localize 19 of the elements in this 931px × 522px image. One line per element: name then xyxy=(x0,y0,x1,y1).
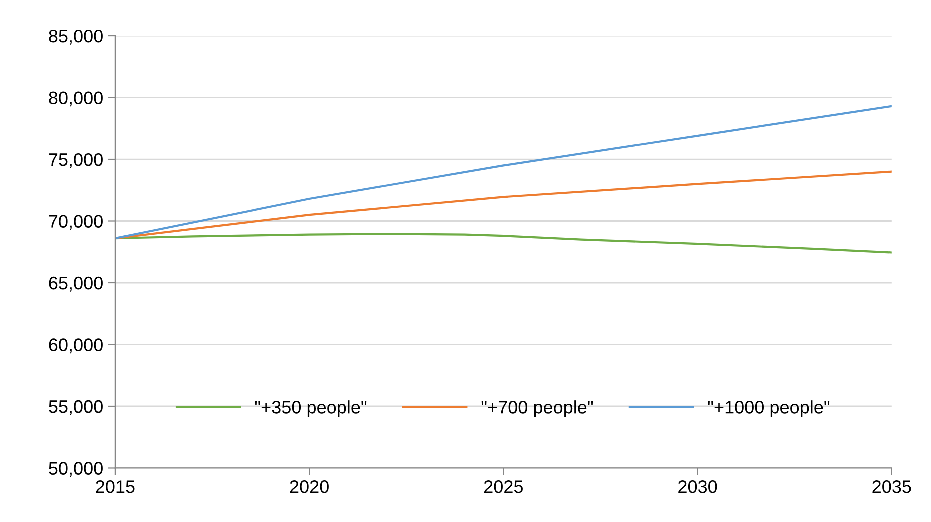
y-tick-label: 60,000 xyxy=(49,338,103,354)
y-tick-label: 50,000 xyxy=(49,462,103,478)
line-series xyxy=(115,170,892,240)
y-tick-label: 80,000 xyxy=(49,92,103,107)
y-tick-label: 55,000 xyxy=(49,400,103,416)
line-series xyxy=(115,233,892,254)
y-tick-label: 70,000 xyxy=(49,215,103,230)
x-tick-label: 2025 xyxy=(484,480,523,494)
y-tick-label: 65,000 xyxy=(49,276,103,292)
legend-label: "+1000 people" xyxy=(708,400,830,418)
legend-label: "+700 people" xyxy=(482,400,594,418)
line-series xyxy=(115,105,892,240)
y-tick-label: 85,000 xyxy=(49,30,103,45)
legend-label: "+350 people" xyxy=(255,400,367,418)
x-tick-label: 2035 xyxy=(872,480,912,494)
x-tick-label: 2020 xyxy=(290,480,329,494)
x-tick-label: 2015 xyxy=(96,480,135,494)
x-tick-label: 2030 xyxy=(678,480,718,494)
y-tick-label: 75,000 xyxy=(49,153,103,168)
